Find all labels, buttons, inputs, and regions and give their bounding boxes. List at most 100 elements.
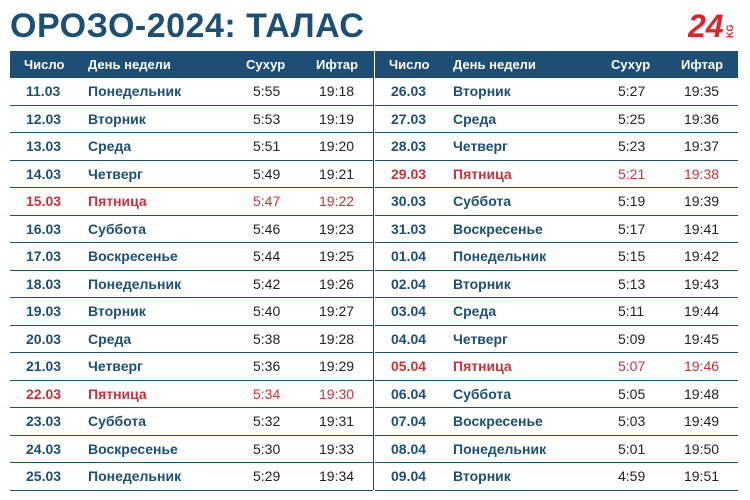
cell-suhur: 5:49 xyxy=(253,165,281,182)
header-suhur: Сухур xyxy=(246,57,286,72)
table-row: 22.03 Пятница 5:34 19:30 xyxy=(10,381,373,408)
cell-day: Воскресенье xyxy=(88,248,178,264)
table-row: 16.03 Суббота 5:46 19:23 xyxy=(10,216,373,243)
cell-day: Среда xyxy=(88,138,132,154)
table-row: 15.03 Пятница 5:47 19:22 xyxy=(10,188,373,216)
cell-date: 20.03 xyxy=(26,330,62,347)
cell-suhur: 5:11 xyxy=(618,303,645,319)
cell-date: 28.03 xyxy=(391,138,427,154)
table-row: 17.03 Воскресенье 5:44 19:25 xyxy=(10,243,373,271)
cell-day: Четверг xyxy=(453,138,508,154)
cell-iftar: 19:27 xyxy=(319,303,355,319)
cell-suhur: 5:29 xyxy=(253,468,281,484)
cell-day: Вторник xyxy=(453,83,511,99)
cell-iftar: 19:30 xyxy=(319,385,355,402)
cell-suhur: 5:09 xyxy=(618,330,646,347)
page-title: ОРОЗО-2024: ТАЛАС xyxy=(10,7,365,45)
cell-iftar: 19:45 xyxy=(684,330,720,347)
table-row: 20.03 Среда 5:38 19:28 xyxy=(10,326,373,353)
cell-suhur: 5:23 xyxy=(618,138,646,154)
cell-suhur: 5:44 xyxy=(253,248,281,264)
table-row: 18.03 Понедельник 5:42 19:26 xyxy=(10,271,373,298)
cell-suhur: 5:36 xyxy=(253,358,281,374)
cell-day: Четверг xyxy=(88,358,143,374)
cell-suhur: 5:05 xyxy=(618,385,646,402)
cell-iftar: 19:22 xyxy=(319,193,355,209)
logo-24kg-icon: 24 KG xyxy=(688,8,735,42)
cell-iftar: 19:49 xyxy=(684,413,720,429)
cell-suhur: 5:01 xyxy=(618,440,646,457)
cell-day: Суббота xyxy=(453,193,512,209)
cell-iftar: 19:18 xyxy=(319,83,355,99)
cell-iftar: 19:23 xyxy=(319,220,355,237)
table-row: 11.03 Понедельник 5:55 19:18 xyxy=(10,78,373,106)
table-row: 02.04 Вторник 5:13 19:43 xyxy=(375,271,738,298)
cell-iftar: 19:44 xyxy=(684,303,720,319)
header-day: День недели xyxy=(88,57,171,72)
header-suhur: Сухур xyxy=(611,57,651,72)
cell-day: Понедельник xyxy=(88,83,182,99)
table-row: 04.04 Четверг 5:09 19:45 xyxy=(375,326,738,353)
cell-day: Среда xyxy=(453,110,497,127)
table-row: 06.04 Суббота 5:05 19:48 xyxy=(375,381,738,408)
cell-iftar: 19:21 xyxy=(319,165,355,182)
cell-date: 05.04 xyxy=(391,358,427,374)
cell-day: Среда xyxy=(453,303,497,319)
schedule-table-right: Число День недели Сухур Ифтар 26.03 Вторн… xyxy=(375,51,738,491)
cell-date: 22.03 xyxy=(26,385,62,402)
cell-iftar: 19:20 xyxy=(319,138,355,154)
cell-iftar: 19:43 xyxy=(684,275,720,292)
cell-day: Пятница xyxy=(88,193,147,209)
cell-date: 18.03 xyxy=(26,275,62,292)
cell-date: 14.03 xyxy=(26,165,62,182)
table-row: 25.03 Понедельник 5:29 19:34 xyxy=(10,463,373,491)
cell-iftar: 19:36 xyxy=(684,110,720,127)
cell-date: 17.03 xyxy=(26,248,62,264)
cell-date: 21.03 xyxy=(26,358,62,374)
cell-day: Понедельник xyxy=(453,440,547,457)
cell-iftar: 19:50 xyxy=(684,440,720,457)
table-row: 23.03 Суббота 5:32 19:31 xyxy=(10,408,373,436)
cell-date: 26.03 xyxy=(391,83,427,99)
cell-date: 02.04 xyxy=(391,275,427,292)
cell-iftar: 19:51 xyxy=(684,468,720,484)
cell-date: 01.04 xyxy=(391,248,427,264)
cell-date: 25.03 xyxy=(26,468,62,484)
table-header: Число День недели Сухур Ифтар xyxy=(375,51,738,78)
cell-date: 07.04 xyxy=(391,413,427,429)
cell-suhur: 5:32 xyxy=(253,413,281,429)
header-iftar: Ифтар xyxy=(316,57,359,72)
cell-day: Пятница xyxy=(453,165,512,182)
cell-iftar: 19:28 xyxy=(319,330,355,347)
cell-date: 31.03 xyxy=(391,220,427,237)
table-row: 09.04 Вторник 4:59 19:51 xyxy=(375,463,738,491)
cell-suhur: 5:25 xyxy=(618,110,646,127)
cell-iftar: 19:46 xyxy=(684,358,720,374)
cell-day: Понедельник xyxy=(453,248,547,264)
cell-date: 08.04 xyxy=(391,440,427,457)
column-divider xyxy=(373,51,374,490)
cell-suhur: 5:27 xyxy=(618,83,646,99)
cell-iftar: 19:42 xyxy=(684,248,720,264)
cell-suhur: 5:55 xyxy=(253,83,281,99)
cell-date: 03.04 xyxy=(391,303,427,319)
table-header: Число День недели Сухур Ифтар xyxy=(10,51,373,78)
cell-suhur: 5:07 xyxy=(618,358,646,374)
cell-suhur: 5:15 xyxy=(618,248,646,264)
cell-suhur: 5:21 xyxy=(618,165,646,182)
table-row: 31.03 Воскресенье 5:17 19:41 xyxy=(375,216,738,243)
table-row: 07.04 Воскресенье 5:03 19:49 xyxy=(375,408,738,436)
cell-date: 19.03 xyxy=(26,303,62,319)
cell-date: 06.04 xyxy=(391,385,427,402)
cell-date: 23.03 xyxy=(26,413,62,429)
table-row: 28.03 Четверг 5:23 19:37 xyxy=(375,133,738,161)
cell-date: 27.03 xyxy=(391,110,427,127)
header-date: Число xyxy=(389,57,430,72)
cell-day: Вторник xyxy=(453,275,511,292)
cell-iftar: 19:34 xyxy=(319,468,355,484)
cell-date: 04.04 xyxy=(391,330,427,347)
cell-date: 13.03 xyxy=(26,138,62,154)
cell-iftar: 19:19 xyxy=(319,110,355,127)
cell-day: Суббота xyxy=(88,220,147,237)
cell-iftar: 19:35 xyxy=(684,83,720,99)
